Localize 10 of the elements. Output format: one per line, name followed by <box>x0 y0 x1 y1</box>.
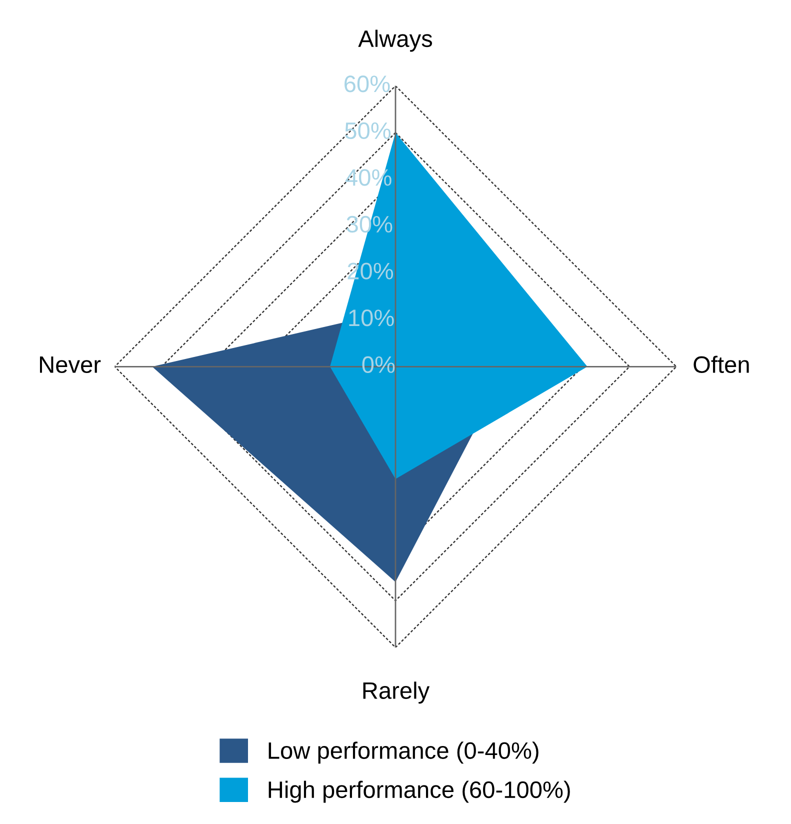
spoke-label: Always <box>358 30 432 52</box>
legend-label: High performance (60-100%) <box>268 780 570 803</box>
y-tick-label: 30% <box>346 216 392 233</box>
spoke-label: Rarely <box>363 682 430 704</box>
y-tick-label: 50% <box>345 122 391 140</box>
spoke-label: Never <box>40 356 101 374</box>
y-tick-label: 10% <box>349 310 394 326</box>
spoke-label: Often <box>694 356 749 374</box>
y-tick-label: 60% <box>344 76 390 92</box>
legend-label: Low performance (0-40%) <box>268 742 538 764</box>
